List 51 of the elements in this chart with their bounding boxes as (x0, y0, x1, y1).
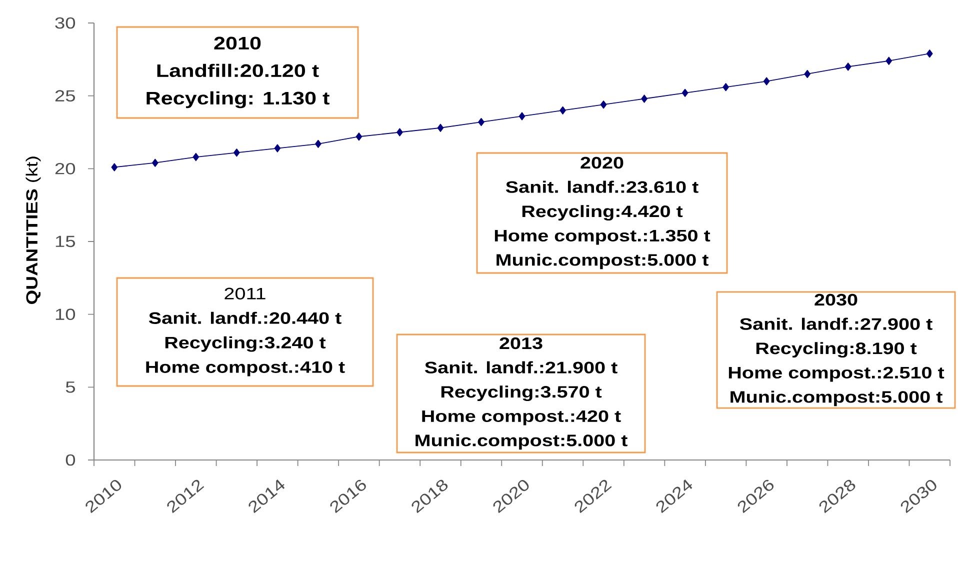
annotation: Recycling:8.190 t (756, 342, 917, 358)
point (641, 94, 648, 103)
annotation: Sanit. landf.:20.440 t (148, 312, 342, 324)
annotation: Recycling: 1.130 t (146, 91, 330, 108)
annotation: Sanit. landf.:27.900 t (740, 318, 932, 330)
point (722, 83, 729, 92)
point (886, 56, 892, 65)
y-tick-label: 30 (55, 17, 76, 29)
point (274, 144, 281, 152)
annotation: Home compost.:1.350 t (494, 230, 710, 245)
y-tick-label: 5 (66, 382, 75, 393)
annotation: Munic.compost:5.000 t (496, 254, 708, 270)
point (926, 50, 933, 58)
point (478, 118, 484, 126)
annotation: Landfill:20.120 t (157, 64, 319, 78)
point (315, 140, 322, 148)
point (682, 88, 688, 97)
point (192, 152, 200, 162)
y-tick-label: 15 (56, 236, 75, 248)
annotation: Home compost.:2.510 t (728, 366, 944, 382)
point (356, 132, 362, 141)
annotation: 2011 (224, 288, 266, 300)
annotation: Sanit. landf.:21.900 t (424, 361, 618, 374)
point (560, 106, 566, 114)
point (804, 70, 810, 78)
annotation: Home compost.:410 t (146, 361, 345, 376)
annotation: 2010 (214, 36, 261, 50)
annotation: Recycling:4.420 t (522, 205, 683, 221)
annotation: Recycling:3.240 t (165, 336, 326, 352)
annotation: Recycling:3.570 t (441, 386, 602, 402)
point (396, 128, 403, 136)
annotation: 2020 (580, 156, 624, 169)
point (234, 148, 240, 157)
annotation: Munic.compost:5.000 t (730, 390, 942, 406)
y-tick-label: 0 (66, 454, 76, 466)
annotation: Sanit. landf.:23.610 t (506, 180, 698, 193)
point (152, 158, 158, 167)
annotation: Home compost.:420 t (422, 410, 621, 426)
point (518, 112, 526, 120)
point (111, 163, 118, 172)
point (844, 62, 852, 71)
annotation: Munic.compost:5.000 t (416, 434, 628, 450)
annotation: 2030 (814, 294, 858, 306)
point (437, 124, 444, 132)
y-tick-label: 10 (56, 308, 76, 320)
point (600, 100, 607, 109)
annotation: 2013 (500, 337, 542, 350)
y-tick-label: 20 (55, 163, 76, 174)
point (763, 77, 770, 86)
y-axis-title: QUANTITIES (kt) (26, 156, 41, 304)
y-tick-label: 25 (55, 90, 75, 102)
